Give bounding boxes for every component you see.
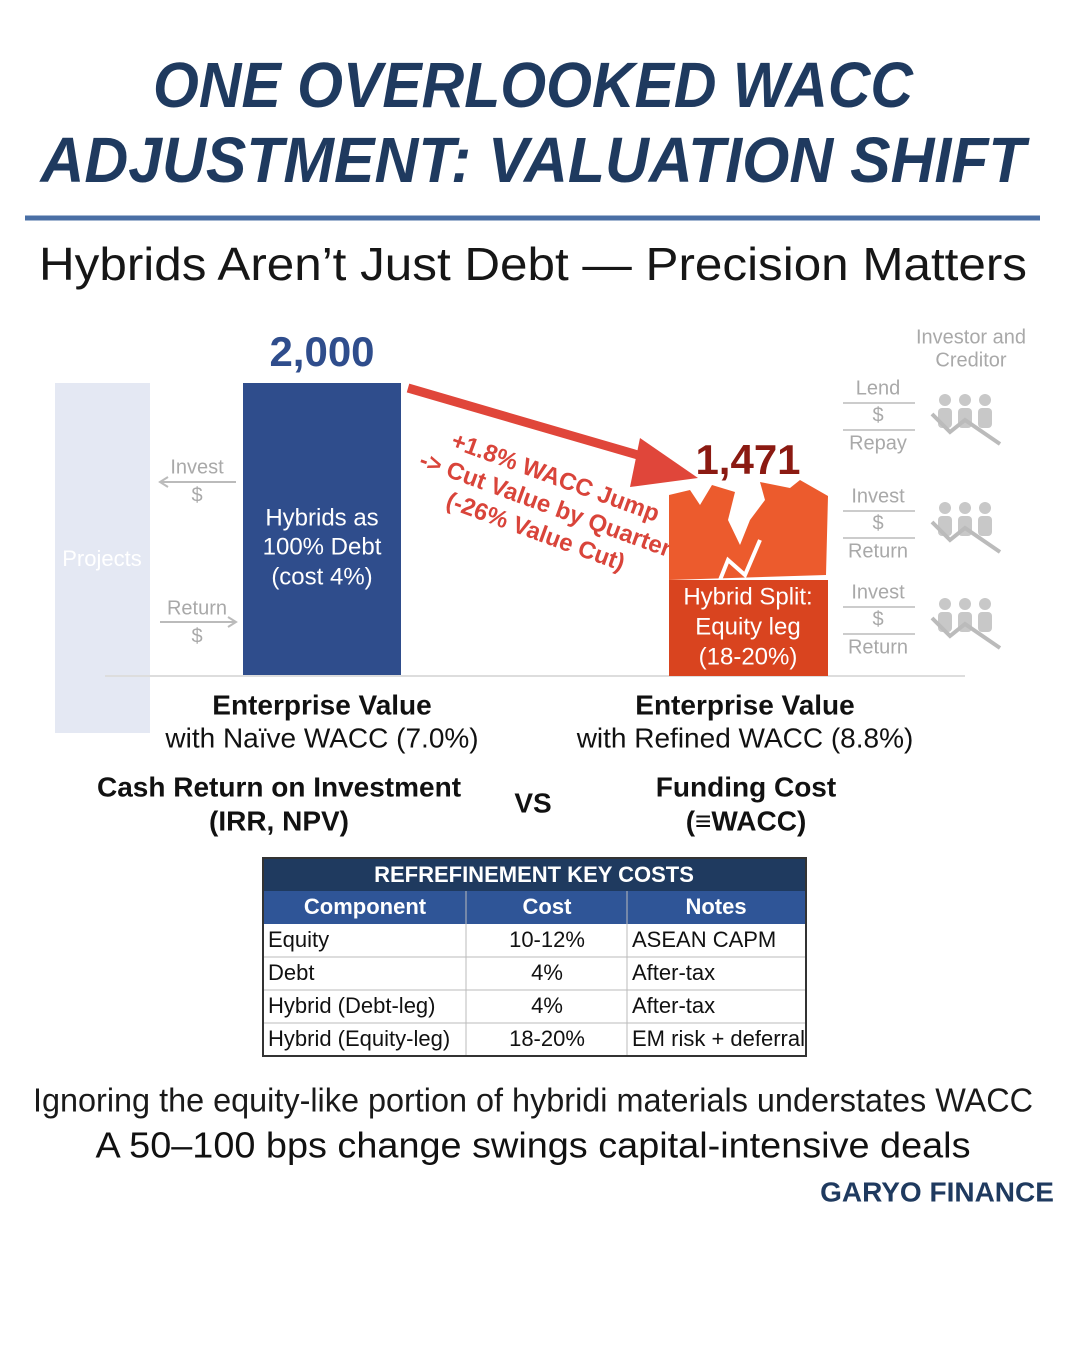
bar-label: (18-20%) — [699, 643, 798, 670]
table-header-bg — [263, 891, 806, 924]
table-cell: Hybrid (Debt-leg) — [268, 993, 436, 1018]
flow-label: Lend — [856, 377, 901, 399]
person-head — [979, 394, 991, 406]
trend-line — [930, 520, 1002, 554]
table-cell: After-tax — [632, 960, 715, 985]
arrow-shaft — [406, 383, 657, 465]
naive-bar — [243, 383, 401, 676]
column-header: Component — [304, 894, 427, 919]
bar-value: 1,471 — [695, 436, 800, 483]
flow-symbol: $ — [872, 512, 883, 534]
projects-label: Projects — [62, 546, 141, 571]
column-header: Cost — [523, 894, 573, 919]
table-cell: ASEAN CAPM — [632, 927, 776, 952]
caption: with Refined WACC (8.8%) — [576, 722, 914, 753]
person-body — [978, 612, 992, 632]
flow-label: Invest — [851, 485, 905, 507]
flow-label: Return — [167, 597, 227, 619]
bar-label: 100% Debt — [263, 533, 382, 560]
table-cell: Hybrid (Equity-leg) — [268, 1026, 450, 1051]
investor-title: Creditor — [935, 349, 1006, 371]
caption: Enterprise Value — [635, 689, 854, 720]
table-cell: 18-20% — [509, 1026, 585, 1051]
flow-label: Return — [848, 636, 908, 658]
table-cell: 4% — [531, 993, 563, 1018]
person-head — [979, 598, 991, 610]
caption: with Naïve WACC (7.0%) — [164, 722, 478, 753]
comparison-left: (IRR, NPV) — [209, 805, 349, 836]
flow-label: Repay — [849, 432, 907, 454]
trend-line — [930, 412, 1002, 446]
bar-label: Hybrids as — [265, 504, 378, 531]
flow-arrows — [158, 476, 238, 628]
refined-bar — [669, 580, 828, 676]
bar-label: Equity leg — [695, 613, 800, 640]
person-head — [959, 394, 971, 406]
subtitle: Hybrids Aren’t Just Debt — Precision Mat… — [39, 238, 1027, 290]
broken-top — [669, 480, 828, 580]
person-head — [939, 394, 951, 406]
person-head — [959, 502, 971, 514]
person-head — [959, 598, 971, 610]
title-line: ONE OVERLOOKED WACC — [153, 49, 914, 121]
caption: Enterprise Value — [212, 689, 431, 720]
table-cell: Equity — [268, 927, 329, 952]
person-body — [978, 408, 992, 428]
table-cell: 10-12% — [509, 927, 585, 952]
table-title: REFREFINEMENT KEY COSTS — [374, 862, 694, 887]
person-body — [978, 516, 992, 536]
footer-line: Ignoring the equity-like portion of hybr… — [33, 1082, 1033, 1119]
comparison-left: Cash Return on Investment — [97, 771, 461, 802]
footer-line: A 50–100 bps change swings capital-inten… — [96, 1125, 971, 1166]
title-line: ADJUSTMENT: VALUATION SHIFT — [39, 124, 1031, 196]
flow-symbol: $ — [191, 625, 202, 647]
table-cell: After-tax — [632, 993, 715, 1018]
person-head — [979, 502, 991, 514]
table-cell: EM risk + deferral — [632, 1026, 805, 1051]
cost-table: REFREFINEMENT KEY COSTS Component Cost Not… — [262, 857, 807, 1057]
flow-label: Invest — [851, 581, 905, 603]
comparison-right: Funding Cost — [656, 771, 836, 802]
brand: GARYO FINANCE — [820, 1176, 1054, 1207]
table-title-bg — [263, 858, 806, 891]
flow-symbol: $ — [191, 484, 202, 506]
vs: VS — [514, 787, 551, 818]
projects-bar — [55, 383, 150, 733]
person-head — [939, 502, 951, 514]
flow-label: Return — [848, 540, 908, 562]
bar-label: (cost 4%) — [271, 563, 372, 590]
flow-symbol: $ — [872, 404, 883, 426]
investor-flows: Lend $ Repay Invest $ Return Invest $ Return — [843, 377, 1002, 658]
bar-label: Hybrid Split: — [683, 583, 812, 610]
trend-line — [930, 616, 1002, 650]
bar-value: 2,000 — [269, 328, 374, 375]
comparison-right: (≡WACC) — [686, 805, 807, 836]
investor-title: Investor and — [916, 326, 1026, 348]
column-header: Notes — [685, 894, 746, 919]
table-cell: Debt — [268, 960, 314, 985]
table-cell: 4% — [531, 960, 563, 985]
arrow-head — [630, 438, 698, 487]
table-border — [262, 857, 807, 1057]
flow-symbol: $ — [872, 608, 883, 630]
flow-label: Invest — [170, 456, 224, 478]
person-head — [939, 598, 951, 610]
